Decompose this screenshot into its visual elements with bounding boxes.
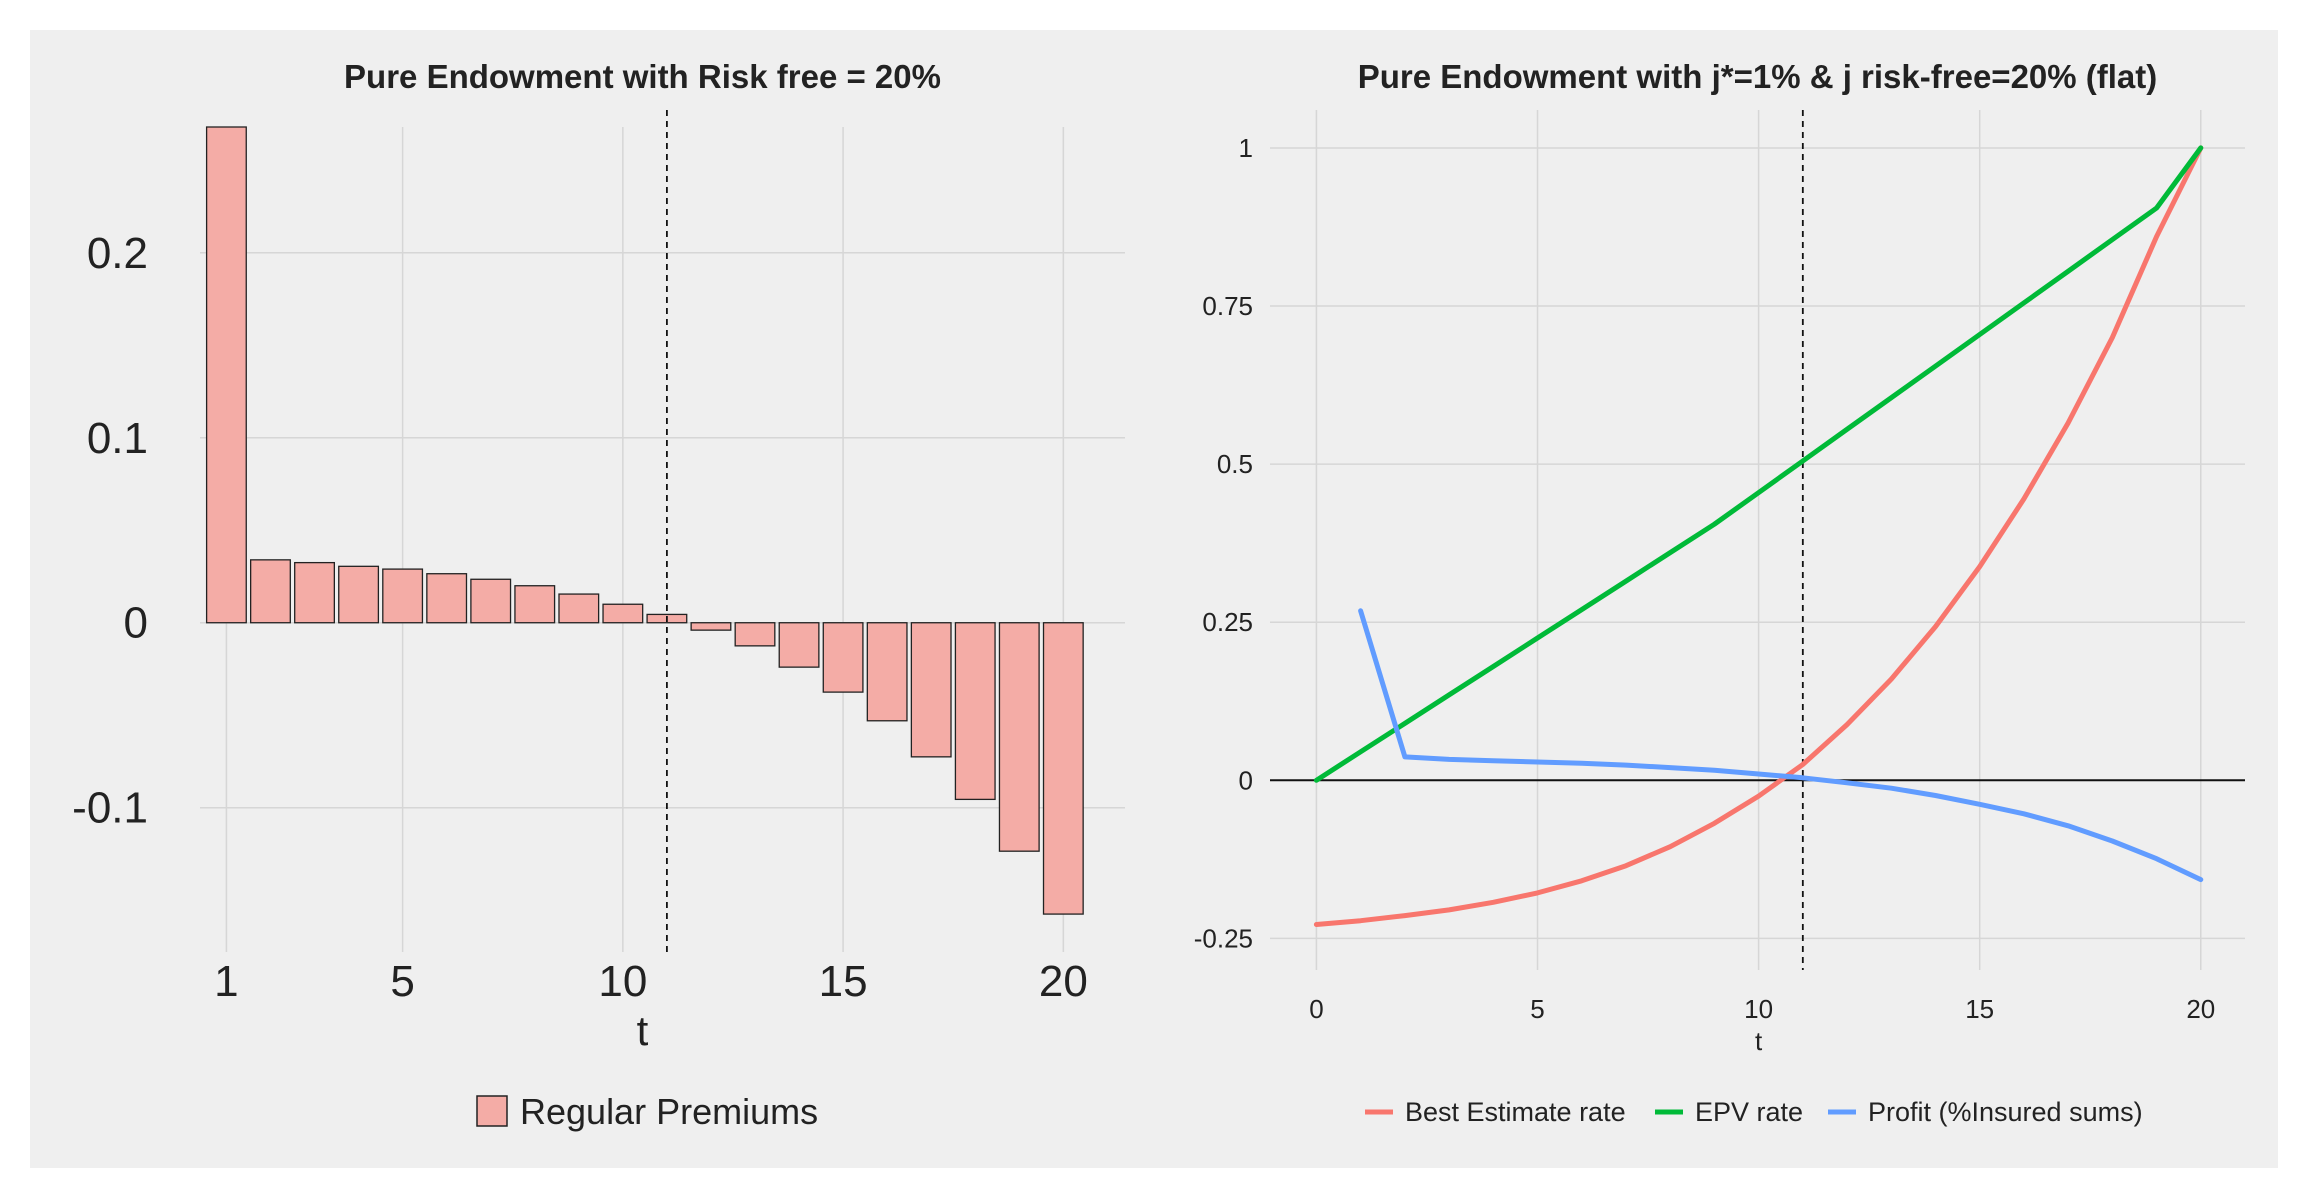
bar	[998, 622, 1040, 852]
legend-epv-rate-label: EPV rate	[1695, 1097, 1803, 1127]
bar	[470, 578, 512, 624]
legend-swatch-regular-premiums	[476, 1095, 508, 1127]
right-y-tick-label: 0.5	[1217, 449, 1253, 479]
series-profit	[1358, 608, 2204, 883]
left-y-tick-label: -0.1	[72, 784, 148, 833]
series-best-estimate-rate	[1313, 145, 2204, 927]
left-x-tick-label: 15	[819, 957, 868, 1006]
bar	[558, 593, 600, 624]
bar	[1042, 622, 1084, 915]
left-y-tick-label: 0.1	[87, 414, 148, 463]
bar	[690, 622, 732, 631]
left-chart	[200, 110, 1125, 1127]
legend-best-estimate-rate-label: Best Estimate rate	[1405, 1097, 1626, 1127]
bar	[910, 622, 952, 758]
left-x-tick-label: 1	[214, 957, 238, 1006]
bar	[294, 561, 335, 624]
left-x-tick-label: 10	[598, 957, 647, 1006]
right-x-axis-label: t	[1755, 1026, 1763, 1056]
right-y-tick-label: -0.25	[1194, 923, 1253, 953]
bar	[514, 585, 556, 624]
right-x-tick-label: 0	[1309, 994, 1323, 1024]
right-y-tick-label: 0	[1239, 765, 1253, 795]
right-y-tick-label: 1	[1239, 133, 1253, 163]
bar	[338, 565, 380, 624]
right-x-tick-label: 5	[1530, 994, 1544, 1024]
series-epv-rate	[1313, 145, 2204, 783]
legend-profit-label: Profit (%Insured sums)	[1868, 1097, 2143, 1127]
bar	[954, 622, 996, 801]
bar	[382, 568, 424, 624]
right-chart-title: Pure Endowment with j*=1% & j risk-free=…	[1358, 58, 2158, 95]
bar	[250, 559, 291, 624]
right-y-tick-label: 0.75	[1202, 291, 1253, 321]
left-chart-title: Pure Endowment with Risk free = 20%	[344, 58, 941, 95]
left-y-tick-label: 0	[124, 599, 148, 648]
bar	[866, 622, 908, 722]
right-chart	[1270, 110, 2245, 1115]
right-x-tick-label: 15	[1965, 994, 1994, 1024]
left-x-axis-label: t	[637, 1007, 649, 1054]
bar	[778, 622, 820, 668]
right-y-tick-label: 0.25	[1202, 607, 1253, 637]
left-x-tick-label: 20	[1039, 957, 1088, 1006]
bar	[602, 603, 644, 624]
left-y-tick-label: 0.2	[87, 229, 148, 278]
bar	[426, 573, 468, 624]
legend-label-regular-premiums: Regular Premiums	[520, 1091, 818, 1132]
right-x-tick-label: 10	[1744, 994, 1773, 1024]
bar	[205, 126, 247, 624]
bar	[822, 622, 864, 693]
bar	[734, 622, 776, 647]
right-x-tick-label: 20	[2186, 994, 2215, 1024]
left-x-tick-label: 5	[390, 957, 414, 1006]
